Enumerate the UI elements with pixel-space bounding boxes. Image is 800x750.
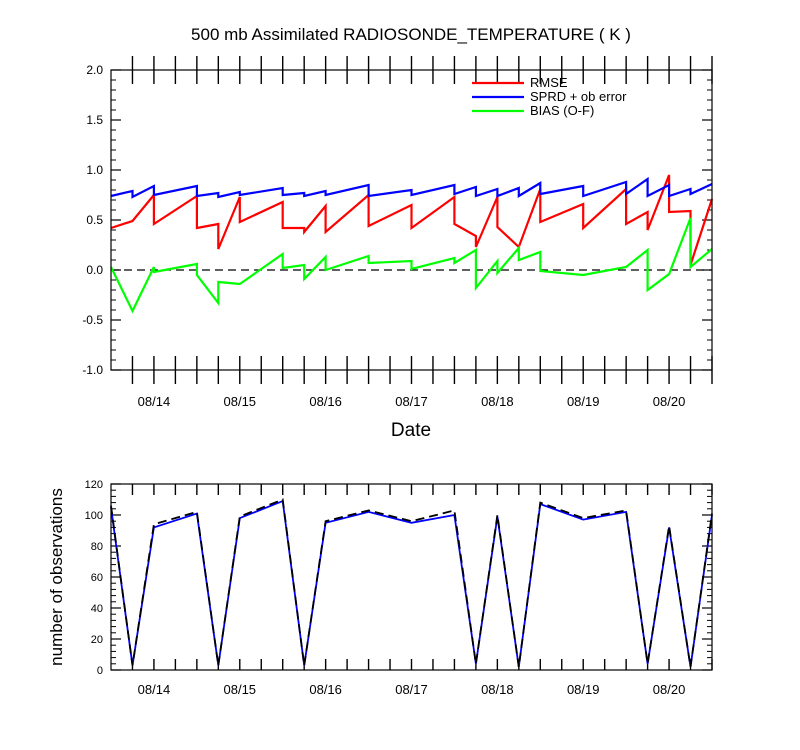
stats-plot-frame <box>110 69 713 371</box>
y-axis-label: number of observations <box>47 488 66 666</box>
series-line-total <box>110 498 713 668</box>
x-axis-label: Date <box>391 420 431 441</box>
y-tick-label: 100 <box>85 510 103 522</box>
x-tick-label: 08/18 <box>481 682 514 697</box>
y-tick-label: 80 <box>91 541 103 553</box>
x-tick-label: 08/20 <box>653 682 686 697</box>
stats-chart-panel: 500 mb Assimilated RADIOSONDE_TEMPERATUR… <box>82 25 714 441</box>
y-tick-label: 60 <box>91 572 103 584</box>
x-tick-label: 08/18 <box>481 394 514 409</box>
x-tick-label: 08/20 <box>653 394 686 409</box>
legend-label: BIAS (O-F) <box>530 103 594 118</box>
x-tick-label: 08/16 <box>309 394 342 409</box>
y-tick-label: 2.0 <box>86 63 103 77</box>
x-tick-label: 08/14 <box>138 394 171 409</box>
x-tick-label: 08/14 <box>138 682 171 697</box>
y-tick-label: 1.0 <box>86 163 103 177</box>
y-tick-label: 120 <box>85 479 103 491</box>
y-tick-label: 20 <box>91 634 103 646</box>
y-tick-label: -1.0 <box>82 363 103 377</box>
x-tick-label: 08/19 <box>567 394 600 409</box>
y-tick-label: 40 <box>91 603 103 615</box>
y-tick-label: 0.0 <box>86 263 103 277</box>
x-tick-label: 08/16 <box>309 682 342 697</box>
series-line-bias-o-f <box>110 217 713 314</box>
obs-count-chart-panel: 0 20 40 60 80 100 120 08/14 08/15 08/16 08/17 08/1… <box>47 479 713 697</box>
obs-plot-frame <box>110 483 713 671</box>
chart-title: 500 mb Assimilated RADIOSONDE_TEMPERATUR… <box>191 25 631 44</box>
y-tick-label: 0.5 <box>86 213 103 227</box>
y-tick-label: 0 <box>97 665 103 677</box>
y-tick-label: -0.5 <box>82 313 103 327</box>
x-tick-label: 08/17 <box>395 682 428 697</box>
series-line-sprd-ob-error <box>110 176 713 199</box>
x-tick-label: 08/17 <box>395 394 428 409</box>
y-tick-label: 1.5 <box>86 113 103 127</box>
legend-label: RMSE <box>530 75 568 90</box>
series-line-rmse <box>110 174 714 266</box>
x-tick-label: 08/15 <box>224 394 257 409</box>
x-tick-label: 08/19 <box>567 682 600 697</box>
legend-label: SPRD + ob error <box>530 89 627 104</box>
x-tick-label: 08/15 <box>224 682 257 697</box>
